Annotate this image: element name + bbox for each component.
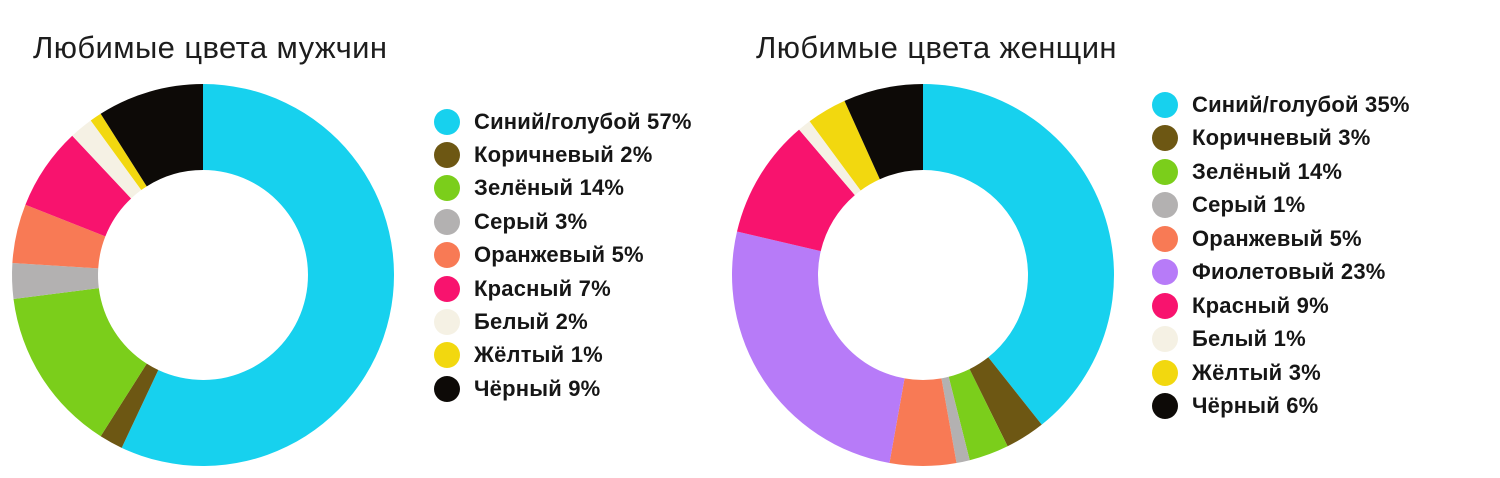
legend-item-yellow: Жёлтый 1% <box>434 339 692 372</box>
donut-chart-men <box>12 84 395 466</box>
brown-swatch-icon <box>1152 125 1178 152</box>
legend-label: Чёрный 6% <box>1192 393 1319 419</box>
chart-title-men: Любимые цвета мужчин <box>33 30 388 65</box>
legend-women: Синий/голубой 35% Коричневый 3% Зелёный 14… <box>1152 88 1410 423</box>
donut-slice-gray <box>941 376 970 464</box>
legend-label: Оранжевый 5% <box>474 242 644 268</box>
legend-label: Зелёный 14% <box>1192 158 1343 184</box>
legend-item-black: Чёрный 6% <box>1152 390 1410 424</box>
donut-slice-blue <box>923 84 1115 425</box>
legend-item-blue: Синий/голубой 35% <box>1152 88 1410 122</box>
donut-slice-yellow <box>809 100 880 191</box>
donut-slice-purple <box>732 231 905 464</box>
donut-slice-white <box>72 120 142 199</box>
donut-slice-orange <box>889 378 957 466</box>
yellow-swatch-icon <box>434 342 460 369</box>
legend-label: Белый 2% <box>474 309 588 335</box>
legend-label: Белый 1% <box>1192 326 1306 352</box>
donut-slice-white <box>799 121 861 196</box>
legend-item-orange: Оранжевый 5% <box>1152 222 1410 256</box>
donut-slice-red <box>737 129 855 252</box>
legend-label: Серый 3% <box>474 208 588 234</box>
donut-slice-green <box>948 369 1008 461</box>
green-swatch-icon <box>434 175 460 202</box>
donut-slice-green <box>13 288 147 437</box>
legend-item-orange: Оранжевый 5% <box>434 239 692 272</box>
legend-item-white: Белый 1% <box>1152 323 1410 357</box>
legend-label: Коричневый 2% <box>474 142 653 168</box>
brown-swatch-icon <box>434 142 460 169</box>
white-swatch-icon <box>434 309 460 336</box>
orange-swatch-icon <box>1152 225 1178 252</box>
gray-swatch-icon <box>434 208 460 235</box>
donut-slice-yellow <box>90 113 147 191</box>
donut-slice-black <box>100 84 203 187</box>
donut-slice-orange <box>12 204 106 269</box>
legend-item-gray: Серый 1% <box>1152 189 1410 223</box>
legend-item-gray: Серый 3% <box>434 205 692 238</box>
legend-item-purple: Фиолетовый 23% <box>1152 256 1410 290</box>
legend-label: Серый 1% <box>1192 192 1306 218</box>
legend-label: Синий/голубой 57% <box>474 108 692 134</box>
legend-item-yellow: Жёлтый 3% <box>1152 356 1410 390</box>
legend-men: Синий/голубой 57% Коричневый 2% Зелёный 14… <box>434 105 692 406</box>
legend-label: Зелёный 14% <box>474 175 625 201</box>
legend-item-brown: Коричневый 2% <box>434 138 692 171</box>
legend-label: Фиолетовый 23% <box>1192 259 1386 285</box>
legend-label: Оранжевый 5% <box>1192 225 1362 251</box>
orange-swatch-icon <box>434 242 460 269</box>
donut-slice-brown <box>969 357 1042 447</box>
yellow-swatch-icon <box>1152 359 1178 386</box>
black-swatch-icon <box>1152 393 1178 420</box>
legend-label: Жёлтый 1% <box>474 342 603 368</box>
legend-label: Синий/голубой 35% <box>1192 91 1410 117</box>
chart-title-women: Любимые цвета женщин <box>756 30 1117 65</box>
legend-label: Чёрный 9% <box>474 375 601 401</box>
donut-slice-brown <box>100 363 159 448</box>
legend-item-green: Зелёный 14% <box>434 172 692 205</box>
red-swatch-icon <box>434 275 460 302</box>
legend-label: Коричневый 3% <box>1192 125 1371 151</box>
donut-chart-women <box>732 84 1115 466</box>
donut-slice-black <box>844 84 923 180</box>
blue-swatch-icon <box>1152 91 1178 118</box>
green-swatch-icon <box>1152 158 1178 185</box>
purple-swatch-icon <box>1152 259 1178 286</box>
legend-label: Красный 9% <box>1192 292 1329 318</box>
gray-swatch-icon <box>1152 192 1178 219</box>
donut-slice-blue <box>121 84 395 466</box>
donut-slice-red <box>25 135 132 237</box>
white-swatch-icon <box>1152 326 1178 353</box>
legend-item-green: Зелёный 14% <box>1152 155 1410 189</box>
legend-item-red: Красный 7% <box>434 272 692 305</box>
red-swatch-icon <box>1152 292 1178 319</box>
legend-item-blue: Синий/голубой 57% <box>434 105 692 138</box>
donut-slice-gray <box>12 263 99 299</box>
black-swatch-icon <box>434 375 460 402</box>
legend-label: Жёлтый 3% <box>1192 359 1321 385</box>
legend-label: Красный 7% <box>474 275 611 301</box>
legend-item-white: Белый 2% <box>434 305 692 338</box>
legend-item-red: Красный 9% <box>1152 289 1410 323</box>
blue-swatch-icon <box>434 108 460 135</box>
legend-item-black: Чёрный 9% <box>434 372 692 405</box>
legend-item-brown: Коричневый 3% <box>1152 122 1410 156</box>
